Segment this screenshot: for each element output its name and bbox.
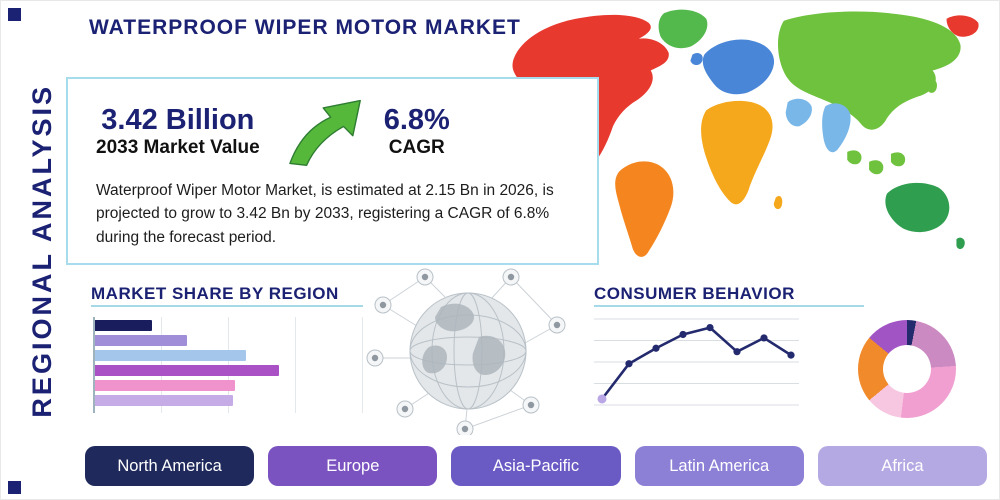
continent-south-america xyxy=(615,161,674,257)
corner-accent-top xyxy=(8,8,21,21)
market-share-underline xyxy=(91,305,363,307)
line-point-6 xyxy=(733,348,741,356)
world-map xyxy=(512,9,979,257)
regional-analysis-vertical-label: REGIONAL ANALYSIS xyxy=(26,84,57,418)
corner-accent-bottom xyxy=(8,481,21,494)
cagr-number: 6.8% xyxy=(383,103,450,136)
region-arabia xyxy=(785,98,812,127)
globe-network-graphic xyxy=(366,268,566,435)
region-india xyxy=(822,103,851,153)
consumer-behavior-section-title: CONSUMER BEHAVIOR xyxy=(594,284,795,303)
islands-se-asia-2 xyxy=(869,160,884,175)
stats-row: 3.42 Billion 2033 Market Value 6.8% CAGR xyxy=(96,95,541,169)
line-point-2 xyxy=(625,360,633,368)
consumer-behavior-line-chart xyxy=(594,318,799,406)
consumer-donut-chart xyxy=(858,320,956,418)
line-point-8 xyxy=(787,351,795,359)
island-madagascar xyxy=(773,195,783,210)
side-label-wrap: REGIONAL ANALYSIS xyxy=(11,1,73,499)
continent-greenland xyxy=(658,9,708,49)
region-share-bar-4 xyxy=(95,365,279,376)
line-point-5 xyxy=(706,324,714,332)
market-value-number: 3.42 Billion xyxy=(101,103,255,136)
line-point-7 xyxy=(760,334,768,342)
region-buttons: North America Europe Asia-Pacific Latin Ame… xyxy=(85,446,988,486)
line-point-1 xyxy=(597,394,607,404)
consumer-behavior-underline xyxy=(594,305,864,307)
summary-stat-box: 3.42 Billion 2033 Market Value 6.8% CAGR… xyxy=(66,77,599,265)
continent-australia xyxy=(885,182,950,233)
island-japan xyxy=(926,78,937,93)
island-uk xyxy=(690,53,703,66)
region-share-bar-6 xyxy=(95,395,233,406)
islands-se-asia-3 xyxy=(890,152,906,167)
page-title: WATERPROOF WIPER MOTOR MARKET xyxy=(89,16,521,39)
region-button-latin-america[interactable]: Latin America xyxy=(634,446,804,486)
region-chukotka xyxy=(946,15,979,37)
continent-africa xyxy=(701,100,773,205)
market-value-label: 2033 Market Value xyxy=(96,137,260,159)
region-button-europe[interactable]: Europe xyxy=(268,446,438,486)
network-nodes xyxy=(366,268,566,435)
line-point-4 xyxy=(679,330,687,339)
region-button-africa[interactable]: Africa xyxy=(817,446,988,486)
region-button-north-america[interactable]: North America xyxy=(85,446,255,486)
growth-arrow-icon xyxy=(288,99,361,166)
line-point-3 xyxy=(652,344,660,352)
cagr-stat: 6.8% CAGR xyxy=(383,103,450,159)
market-value-stat: 3.42 Billion 2033 Market Value xyxy=(96,103,260,159)
region-button-asia-pacific[interactable]: Asia-Pacific xyxy=(451,446,621,486)
region-share-bar-3 xyxy=(95,350,247,361)
continent-europe xyxy=(702,39,775,95)
region-share-bar-1 xyxy=(95,320,152,331)
market-share-section-title: MARKET SHARE BY REGION xyxy=(91,284,339,303)
continent-asia xyxy=(777,11,961,130)
market-summary-text: Waterproof Wiper Motor Market, is estima… xyxy=(96,182,554,246)
market-share-bar-chart xyxy=(93,317,365,413)
cagr-label: CAGR xyxy=(388,137,445,159)
region-share-bar-2 xyxy=(95,335,187,346)
region-share-bar-5 xyxy=(95,380,236,391)
islands-se-asia-1 xyxy=(847,150,862,165)
island-new-zealand xyxy=(956,237,965,249)
